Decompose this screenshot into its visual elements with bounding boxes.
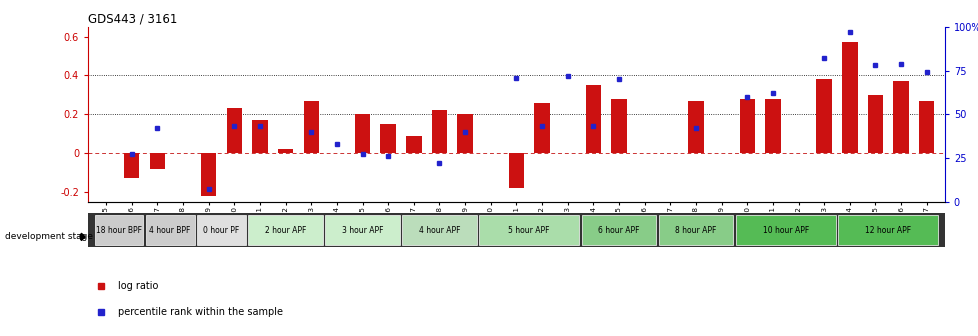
Bar xyxy=(226,109,242,153)
Bar xyxy=(816,79,831,153)
Text: 8 hour APF: 8 hour APF xyxy=(675,226,716,235)
Bar xyxy=(581,215,655,245)
Text: 18 hour BPF: 18 hour BPF xyxy=(96,226,142,235)
Bar xyxy=(867,95,882,153)
Bar xyxy=(146,215,195,245)
Text: 3 hour APF: 3 hour APF xyxy=(341,226,383,235)
Bar xyxy=(95,215,143,245)
Bar xyxy=(841,42,857,153)
Bar xyxy=(150,153,165,169)
Bar xyxy=(837,215,937,245)
Bar xyxy=(534,102,550,153)
Bar xyxy=(509,153,523,188)
Text: development stage: development stage xyxy=(5,233,93,241)
Bar xyxy=(402,215,476,245)
Bar xyxy=(197,215,245,245)
Text: percentile rank within the sample: percentile rank within the sample xyxy=(118,307,283,317)
Bar xyxy=(918,101,934,153)
Bar xyxy=(479,215,579,245)
Text: 5 hour APF: 5 hour APF xyxy=(508,226,550,235)
Text: 6 hour APF: 6 hour APF xyxy=(598,226,639,235)
Text: 0 hour PF: 0 hour PF xyxy=(203,226,240,235)
Bar xyxy=(765,99,779,153)
Bar xyxy=(380,124,395,153)
Bar xyxy=(610,99,626,153)
Bar xyxy=(354,114,370,153)
Bar xyxy=(893,81,908,153)
Bar xyxy=(325,215,399,245)
Text: 4 hour APF: 4 hour APF xyxy=(419,226,460,235)
Text: GDS443 / 3161: GDS443 / 3161 xyxy=(88,13,177,26)
Bar xyxy=(303,101,319,153)
Bar xyxy=(124,153,139,178)
Bar xyxy=(738,99,754,153)
Bar xyxy=(406,136,422,153)
Text: log ratio: log ratio xyxy=(118,281,158,291)
Bar xyxy=(688,101,703,153)
Text: 12 hour APF: 12 hour APF xyxy=(865,226,911,235)
Bar xyxy=(200,153,216,196)
Bar xyxy=(658,215,733,245)
Bar xyxy=(585,85,600,153)
Bar xyxy=(252,120,267,153)
Text: 2 hour APF: 2 hour APF xyxy=(265,226,306,235)
Bar xyxy=(248,215,323,245)
Bar xyxy=(431,110,447,153)
Text: 10 hour APF: 10 hour APF xyxy=(762,226,808,235)
Bar xyxy=(457,114,472,153)
Text: 4 hour BPF: 4 hour BPF xyxy=(150,226,191,235)
Bar xyxy=(734,215,835,245)
Bar xyxy=(278,149,293,153)
